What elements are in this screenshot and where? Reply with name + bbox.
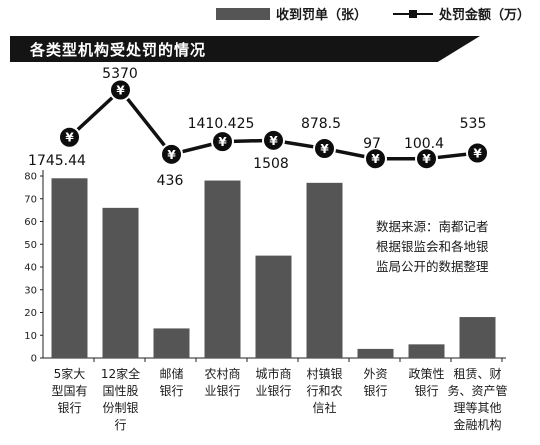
yen-icon-0: ¥ xyxy=(65,131,74,145)
yen-icon-2: ¥ xyxy=(167,148,176,162)
category-label-1-2: 份制银 xyxy=(102,401,138,415)
coin-marker-7 xyxy=(415,147,438,171)
category-label-2-0: 邮储 xyxy=(159,366,183,381)
category-label-0-2: 银行 xyxy=(57,401,81,415)
y-tick-label-30: 30 xyxy=(24,285,37,296)
category-label-8-0: 租赁、财 xyxy=(453,367,501,381)
coin-marker-8 xyxy=(466,141,489,165)
title-bar: 各类型机构受处罚的情况 xyxy=(10,36,480,62)
coin-marker-5 xyxy=(313,137,336,161)
coin-marker-3 xyxy=(211,130,234,154)
bar-3 xyxy=(204,180,241,358)
amount-label-2: 436 xyxy=(157,173,184,189)
yen-icon-7: ¥ xyxy=(422,152,431,166)
category-label-6-0: 外资 xyxy=(363,367,387,381)
category-label-8-2: 理等其他 xyxy=(453,401,501,415)
category-label-4-0: 城市商 xyxy=(255,366,291,381)
category-label-3-1: 业银行 xyxy=(204,384,240,398)
legend: 收到罚单（张） 处罚金额（万） xyxy=(215,4,530,23)
y-tick-label-80: 80 xyxy=(24,172,37,183)
line-legend-swatch xyxy=(392,8,433,20)
coin-marker-1 xyxy=(109,78,132,102)
bar-legend-swatch xyxy=(215,7,270,20)
category-label-5-1: 行和农 xyxy=(306,384,342,398)
source-note-line-2: 根据银监会和各地银 xyxy=(376,239,489,254)
line-legend-label: 处罚金额（万） xyxy=(438,8,530,23)
amount-label-3: 1410.425 xyxy=(188,116,255,132)
category-label-7-0: 政策性 xyxy=(408,367,444,381)
y-tick-label-70: 70 xyxy=(24,194,37,205)
category-label-0-0: 5家大 xyxy=(54,366,86,381)
yen-icon-6: ¥ xyxy=(371,152,380,166)
coin-marker-0 xyxy=(58,125,81,149)
category-label-7-1: 银行 xyxy=(414,384,438,398)
y-tick-label-20: 20 xyxy=(24,308,37,319)
coin-marker-2 xyxy=(160,142,183,166)
bar-4 xyxy=(255,255,292,358)
y-tick-label-10: 10 xyxy=(24,331,37,342)
category-label-4-1: 业银行 xyxy=(255,384,291,398)
category-label-1-3: 行 xyxy=(114,418,126,432)
y-tick-label-50: 50 xyxy=(24,240,37,251)
amount-label-7: 100.4 xyxy=(404,136,444,152)
amount-label-5: 878.5 xyxy=(301,116,341,132)
source-note: 数据来源：南都记者 根据银监会和各地银 监局公开的数据整理 xyxy=(376,217,526,277)
bar-0 xyxy=(51,178,88,358)
source-note-line-3: 监局公开的数据整理 xyxy=(376,259,489,274)
category-label-0-1: 型国有 xyxy=(51,384,87,398)
amount-label-1: 5370 xyxy=(102,66,138,82)
category-label-8-1: 务、资产管 xyxy=(447,383,507,398)
y-tick-label-0: 0 xyxy=(31,354,37,365)
chart-title: 各类型机构受处罚的情况 xyxy=(30,41,207,59)
source-note-line-1: 数据来源：南都记者 xyxy=(376,219,489,234)
category-label-3-0: 农村商 xyxy=(204,366,240,381)
amount-label-8: 535 xyxy=(460,116,487,132)
y-tick-label-40: 40 xyxy=(24,263,37,274)
category-label-6-1: 银行 xyxy=(363,384,387,398)
yen-icon-5: ¥ xyxy=(320,142,329,156)
amount-label-6: 97 xyxy=(363,136,381,152)
bar-legend-label: 收到罚单（张） xyxy=(275,8,367,23)
coin-marker-6 xyxy=(364,147,387,171)
category-label-5-2: 信社 xyxy=(312,400,336,415)
yen-icon-8: ¥ xyxy=(473,147,482,161)
amount-label-0: 1745.44 xyxy=(28,153,86,169)
yen-icon-4: ¥ xyxy=(269,134,278,148)
yen-icon-1: ¥ xyxy=(116,84,125,98)
bar-6 xyxy=(357,348,394,358)
category-label-1-0: 12家全 xyxy=(101,366,140,381)
category-label-8-3: 金融机构 xyxy=(453,417,501,432)
category-label-1-1: 国性股 xyxy=(102,384,138,398)
y-tick-label-60: 60 xyxy=(24,217,37,228)
coin-marker-4 xyxy=(262,128,285,152)
bar-8 xyxy=(459,317,496,358)
bar-5 xyxy=(306,182,343,358)
bar-7 xyxy=(408,344,445,358)
amount-label-4: 1508 xyxy=(253,156,289,172)
bar-1 xyxy=(102,207,139,358)
category-label-5-0: 村镇银 xyxy=(306,367,342,381)
category-label-2-1: 银行 xyxy=(159,384,183,398)
yen-icon-3: ¥ xyxy=(218,135,227,149)
bar-2 xyxy=(153,328,190,358)
